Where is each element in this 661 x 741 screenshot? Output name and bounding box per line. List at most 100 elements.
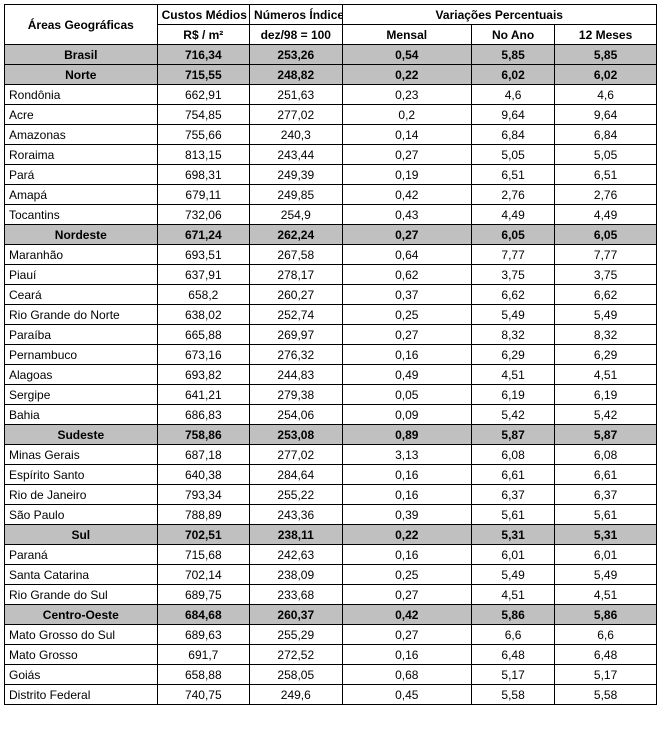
cell-mensal: 0,2 — [342, 105, 471, 125]
cell-custos: 658,88 — [157, 665, 249, 685]
cell-mensal: 0,27 — [342, 625, 471, 645]
table-row: Pará698,31249,390,196,516,51 — [5, 165, 657, 185]
cell-no-ano: 5,17 — [471, 665, 554, 685]
cell-region: Distrito Federal — [5, 685, 158, 705]
cell-indice: 277,02 — [250, 105, 342, 125]
cell-no-ano: 5,05 — [471, 145, 554, 165]
cell-indice: 258,05 — [250, 665, 342, 685]
table-header: Áreas Geográficas Custos Médios Números … — [5, 5, 657, 45]
cell-region: Santa Catarina — [5, 565, 158, 585]
cell-12meses: 6,61 — [555, 465, 657, 485]
cell-mensal: 0,05 — [342, 385, 471, 405]
cell-12meses: 3,75 — [555, 265, 657, 285]
cell-12meses: 9,64 — [555, 105, 657, 125]
cell-region: Roraima — [5, 145, 158, 165]
cell-custos: 689,75 — [157, 585, 249, 605]
cell-no-ano: 6,48 — [471, 645, 554, 665]
cell-indice: 254,9 — [250, 205, 342, 225]
cell-indice: 253,08 — [250, 425, 342, 445]
cell-indice: 260,27 — [250, 285, 342, 305]
cell-custos: 758,86 — [157, 425, 249, 445]
cell-12meses: 4,51 — [555, 365, 657, 385]
cell-no-ano: 3,75 — [471, 265, 554, 285]
cell-no-ano: 9,64 — [471, 105, 554, 125]
header-indices: Números Índices — [250, 5, 342, 25]
cell-indice: 254,06 — [250, 405, 342, 425]
table-row: Rondônia662,91251,630,234,64,6 — [5, 85, 657, 105]
table-row: Centro-Oeste684,68260,370,425,865,86 — [5, 605, 657, 625]
cell-custos: 698,31 — [157, 165, 249, 185]
cell-mensal: 0,25 — [342, 305, 471, 325]
table-row: Amazonas755,66240,30,146,846,84 — [5, 125, 657, 145]
table-row: Acre754,85277,020,29,649,64 — [5, 105, 657, 125]
cell-region: Ceará — [5, 285, 158, 305]
cell-mensal: 0,64 — [342, 245, 471, 265]
cell-mensal: 0,16 — [342, 465, 471, 485]
cell-region: Pernambuco — [5, 345, 158, 365]
cell-12meses: 6,29 — [555, 345, 657, 365]
cell-indice: 252,74 — [250, 305, 342, 325]
table-row: Rio de Janeiro793,34255,220,166,376,37 — [5, 485, 657, 505]
cell-custos: 641,21 — [157, 385, 249, 405]
cell-indice: 248,82 — [250, 65, 342, 85]
cell-mensal: 0,22 — [342, 65, 471, 85]
cell-no-ano: 8,32 — [471, 325, 554, 345]
cell-region: Rio Grande do Sul — [5, 585, 158, 605]
cell-custos: 662,91 — [157, 85, 249, 105]
cell-mensal: 0,49 — [342, 365, 471, 385]
table-row: Nordeste671,24262,240,276,056,05 — [5, 225, 657, 245]
cell-no-ano: 6,19 — [471, 385, 554, 405]
cell-12meses: 6,62 — [555, 285, 657, 305]
cell-region: Amapá — [5, 185, 158, 205]
table-row: Paraíba665,88269,970,278,328,32 — [5, 325, 657, 345]
cell-custos: 793,34 — [157, 485, 249, 505]
cell-indice: 253,26 — [250, 45, 342, 65]
cell-mensal: 0,89 — [342, 425, 471, 445]
cell-region: Rio Grande do Norte — [5, 305, 158, 325]
cell-mensal: 0,68 — [342, 665, 471, 685]
cell-indice: 267,58 — [250, 245, 342, 265]
cell-mensal: 0,27 — [342, 325, 471, 345]
cell-12meses: 6,37 — [555, 485, 657, 505]
cell-mensal: 0,42 — [342, 605, 471, 625]
cell-no-ano: 6,37 — [471, 485, 554, 505]
cell-mensal: 0,43 — [342, 205, 471, 225]
cell-region: Tocantins — [5, 205, 158, 225]
cell-12meses: 5,31 — [555, 525, 657, 545]
cell-mensal: 0,16 — [342, 485, 471, 505]
cell-no-ano: 6,62 — [471, 285, 554, 305]
cell-indice: 242,63 — [250, 545, 342, 565]
cell-mensal: 0,16 — [342, 345, 471, 365]
cell-custos: 693,82 — [157, 365, 249, 385]
cell-region: Bahia — [5, 405, 158, 425]
cell-custos: 740,75 — [157, 685, 249, 705]
cell-custos: 693,51 — [157, 245, 249, 265]
cell-indice: 277,02 — [250, 445, 342, 465]
cell-indice: 276,32 — [250, 345, 342, 365]
cell-no-ano: 6,01 — [471, 545, 554, 565]
cell-region: Acre — [5, 105, 158, 125]
cell-region: Pará — [5, 165, 158, 185]
cell-indice: 284,64 — [250, 465, 342, 485]
cell-12meses: 6,6 — [555, 625, 657, 645]
cell-region: Norte — [5, 65, 158, 85]
data-table: Áreas Geográficas Custos Médios Números … — [4, 4, 657, 705]
cell-region: Sul — [5, 525, 158, 545]
cell-12meses: 4,51 — [555, 585, 657, 605]
cell-no-ano: 6,51 — [471, 165, 554, 185]
cell-indice: 279,38 — [250, 385, 342, 405]
cell-custos: 754,85 — [157, 105, 249, 125]
cell-region: Minas Gerais — [5, 445, 158, 465]
cell-mensal: 0,27 — [342, 225, 471, 245]
cell-12meses: 5,58 — [555, 685, 657, 705]
cell-12meses: 5,49 — [555, 305, 657, 325]
table-row: Sergipe641,21279,380,056,196,19 — [5, 385, 657, 405]
cell-custos: 640,38 — [157, 465, 249, 485]
cell-indice: 238,11 — [250, 525, 342, 545]
cell-custos: 637,91 — [157, 265, 249, 285]
cell-mensal: 0,19 — [342, 165, 471, 185]
table-row: Espírito Santo640,38284,640,166,616,61 — [5, 465, 657, 485]
cell-no-ano: 5,42 — [471, 405, 554, 425]
cell-mensal: 0,54 — [342, 45, 471, 65]
cell-no-ano: 4,6 — [471, 85, 554, 105]
